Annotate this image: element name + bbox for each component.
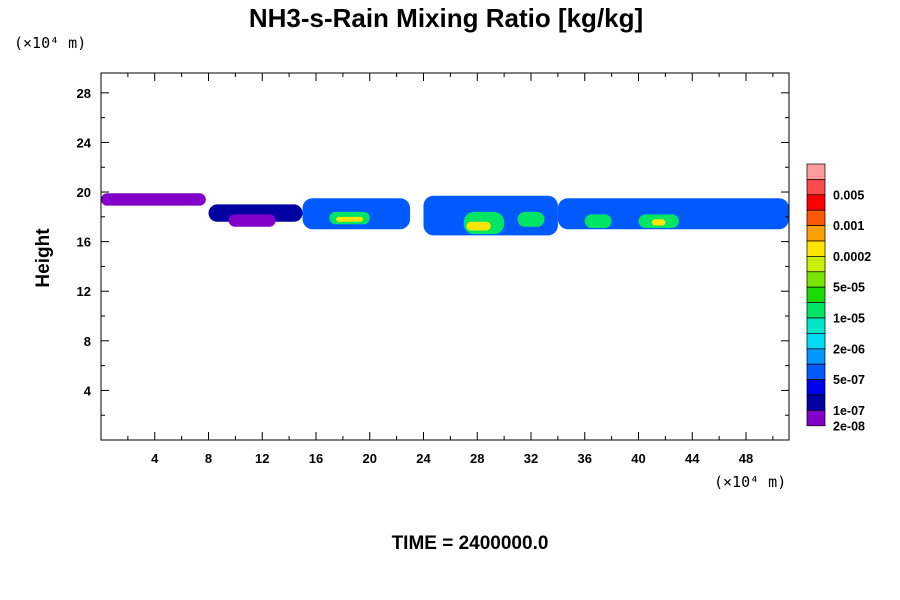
colorbar-swatch-11 [806, 333, 826, 350]
colorbar-label: 0.005 [833, 188, 864, 202]
chart-title: NH3-s-Rain Mixing Ratio [kg/kg] [249, 3, 643, 33]
field-region-8 [466, 221, 491, 231]
field-region-9 [517, 211, 545, 227]
x-tick-label: 32 [524, 451, 538, 466]
plot-frame [100, 72, 790, 441]
colorbar-swatch-12 [806, 348, 826, 365]
field-region-2 [228, 214, 276, 227]
colorbar-swatch-9 [806, 302, 826, 319]
x-tick-label: 20 [363, 451, 377, 466]
x-tick-label: 12 [255, 451, 269, 466]
x-axis-unit: (×10⁴ m) [714, 473, 786, 491]
colorbar-swatch-5 [806, 240, 826, 257]
mixing-ratio-field [101, 193, 789, 236]
colorbar-swatch-14 [806, 379, 826, 396]
x-tick-label: 40 [631, 451, 645, 466]
y-tick-label: 16 [77, 235, 91, 250]
colorbar-swatch-15 [806, 394, 826, 411]
colorbar-label: 1e-05 [833, 312, 865, 326]
colorbar-swatch-10 [806, 317, 826, 334]
y-tick-label: 12 [77, 284, 91, 299]
colorbar-swatch-13 [806, 363, 826, 380]
colorbar-swatch-2 [806, 194, 826, 211]
x-tick-label: 4 [151, 451, 159, 466]
x-tick-label: 8 [205, 451, 212, 466]
field-region-5 [336, 216, 364, 222]
y-tick-label: 28 [77, 86, 91, 101]
colorbar-label: 0.0002 [833, 250, 871, 264]
x-tick-label: 36 [578, 451, 592, 466]
field-region-13 [651, 219, 666, 226]
x-tick-label: 48 [739, 451, 753, 466]
x-tick-label: 28 [470, 451, 484, 466]
y-tick-label: 8 [84, 334, 91, 349]
colorbar-label: 2e-06 [833, 342, 865, 356]
field-region-10 [557, 198, 789, 230]
x-tick-label: 16 [309, 451, 323, 466]
field-region-11 [584, 214, 612, 228]
colorbar-swatch-4 [806, 225, 826, 242]
colorbar-swatch-3 [806, 209, 826, 226]
colorbar-label: 5e-05 [833, 281, 865, 295]
field-region-0 [101, 193, 206, 206]
y-axis-label: Height [33, 228, 54, 288]
colorbar-swatch-16 [806, 410, 826, 427]
colorbar-label: 0.001 [833, 219, 864, 233]
colorbar-swatch-8 [806, 286, 826, 303]
colorbar-label: 2e-08 [833, 419, 865, 433]
x-tick-label: 24 [416, 451, 431, 466]
y-tick-label: 4 [84, 383, 92, 398]
y-tick-label: 24 [77, 135, 92, 150]
colorbar: 0.005 0.001 0.0002 5e-05 1e-05 2e-06 5e-07 1e-0… [806, 163, 871, 433]
colorbar-label: 1e-07 [833, 404, 865, 418]
x-tick-label: 44 [685, 451, 700, 466]
colorbar-swatch-0 [806, 163, 826, 180]
colorbar-swatch-7 [806, 271, 826, 288]
y-tick-label: 20 [77, 185, 91, 200]
y-axis-unit: (×10⁴ m) [14, 34, 86, 52]
colorbar-swatch-6 [806, 256, 826, 273]
time-label: TIME = 2400000.0 [392, 533, 549, 554]
colorbar-swatch-1 [806, 179, 826, 196]
colorbar-label: 5e-07 [833, 373, 865, 387]
